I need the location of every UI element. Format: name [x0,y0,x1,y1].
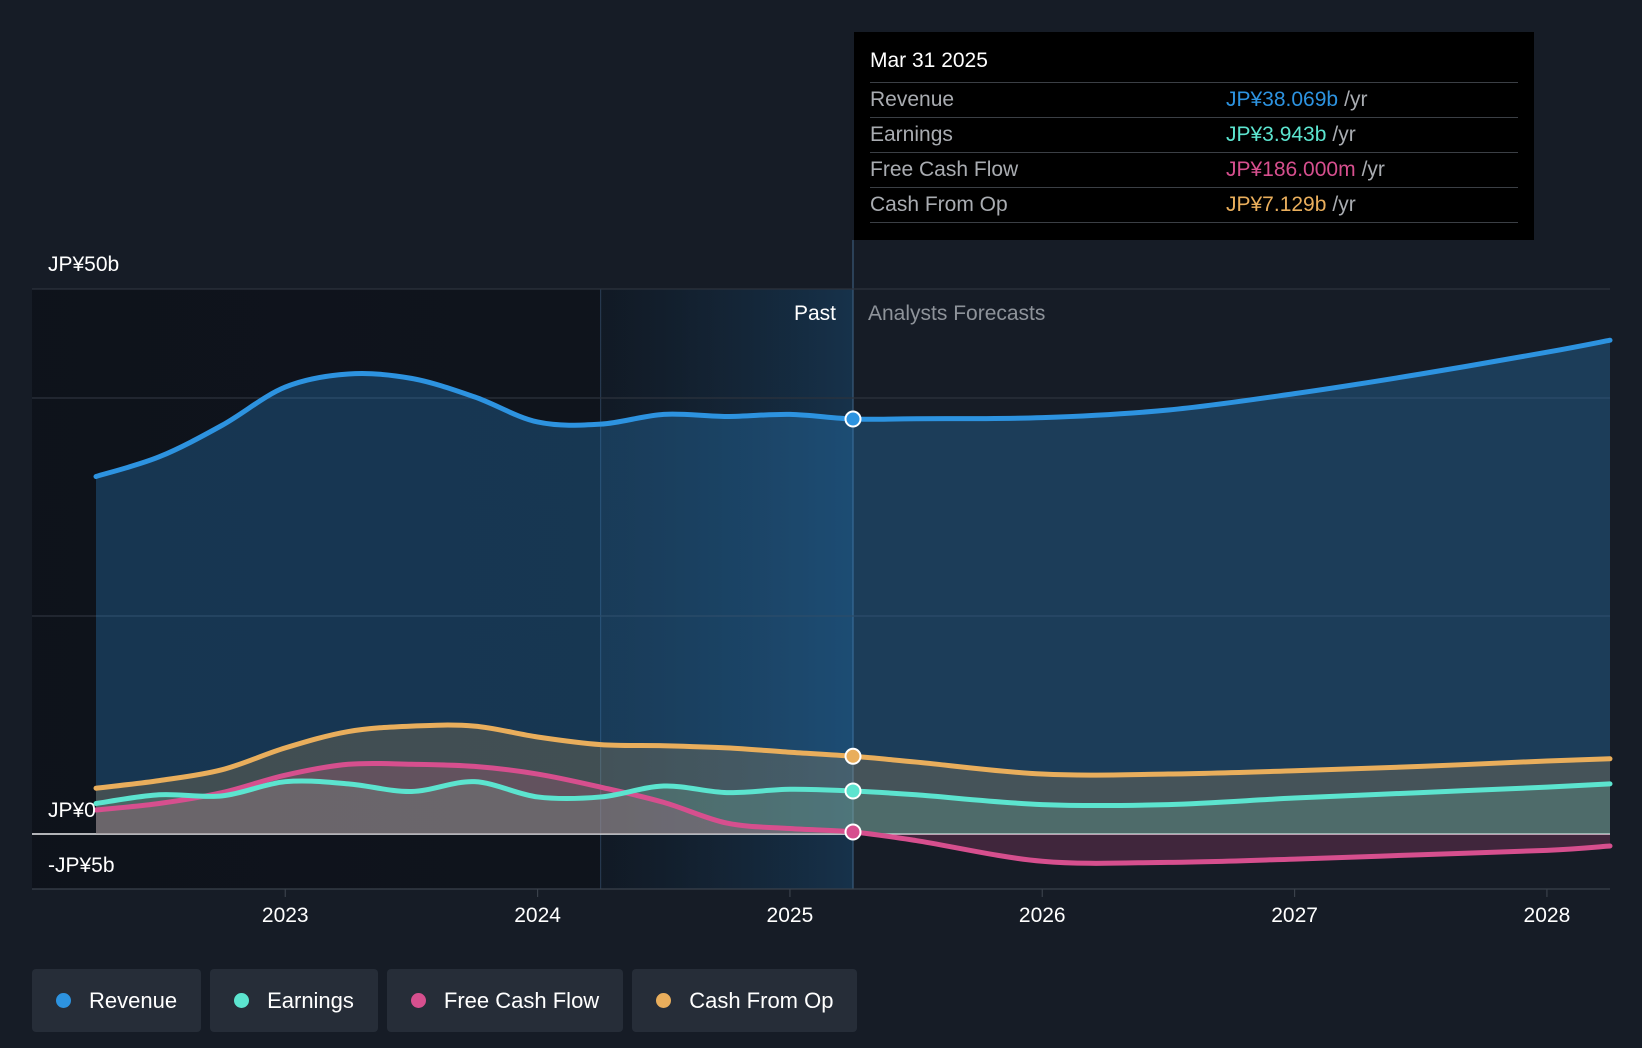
legend-dot-icon [234,993,250,1008]
tooltip-value: JP¥7.129b [1226,193,1327,216]
legend-item-revenue[interactable]: Revenue [32,969,202,1032]
x-tick-label: 2025 [767,904,814,927]
line-earnings [93,778,1613,809]
tooltip-value: JP¥3.943b [1226,123,1327,146]
x-tick-label: 2023 [262,904,309,927]
marker-earnings [844,782,862,800]
marker-revenue [844,410,862,428]
tooltip-label: Earnings [870,123,953,146]
legend-label: Free Cash Flow [443,987,600,1013]
legend-item-free-cash-flow[interactable]: Free Cash Flow [386,969,624,1032]
tooltip-label: Revenue [870,88,955,111]
area-earnings [96,780,1610,834]
line-cash-from-op [93,722,1613,791]
y-label-zero: JP¥0 [48,799,96,822]
tooltip-date: Mar 31 2025 [870,49,988,72]
tooltip-row-free-cash-flow: Free Cash Flow JP¥186.000m /yr [870,152,1518,187]
x-tick-label: 2027 [1271,904,1318,927]
legend-item-cash-from-op[interactable]: Cash From Op [632,969,858,1032]
tooltip-unit: /yr [1332,123,1356,146]
tooltip-row-revenue: Revenue JP¥38.069b /yr [870,82,1518,117]
line-free-cash-flow [93,760,1613,866]
legend-item-earnings[interactable]: Earnings [210,969,378,1032]
area-free-cash-flow [96,763,1610,864]
area-revenue [96,340,1610,834]
legend-dot-icon [410,993,426,1008]
legend-label: Earnings [267,987,354,1013]
y-label-bottom: -JP¥5b [48,854,115,877]
legend-dot-icon [56,993,71,1008]
tooltip-row-earnings: Earnings JP¥3.943b /yr [870,117,1518,152]
tooltip-value: JP¥38.069b [1226,88,1339,111]
tooltip-label: Cash From Op [870,193,1008,216]
line-revenue [93,337,1613,479]
tooltip-unit: /yr [1361,158,1385,181]
marker-cash-from-op [844,747,862,765]
legend: Revenue Earnings Free Cash Flow Cash Fro… [32,969,866,1032]
past-label: Past [794,302,836,325]
legend-label: Cash From Op [689,987,834,1013]
legend-label: Revenue [89,987,178,1013]
tooltip-unit: /yr [1344,88,1368,111]
tooltip-row-cash-from-op: Cash From Op JP¥7.129b /yr [870,187,1518,223]
tooltip-label: Free Cash Flow [870,158,1019,181]
x-tick-label: 2024 [514,904,561,927]
x-tick-label: 2028 [1524,904,1571,927]
area-cash-from-op [96,725,1610,834]
tooltip: Mar 31 2025 Revenue JP¥38.069b /yr Earni… [854,32,1534,240]
y-label-top: JP¥50b [48,253,119,276]
marker-free-cash-flow [844,823,862,841]
legend-dot-icon [656,993,672,1008]
tooltip-value: JP¥186.000m [1226,158,1356,181]
forecast-label: Analysts Forecasts [868,302,1045,325]
chart-svg: JP¥50b JP¥0 -JP¥5b Past Analysts Forecas… [32,240,1613,927]
x-tick-label: 2026 [1019,904,1066,927]
tooltip-unit: /yr [1332,193,1356,216]
